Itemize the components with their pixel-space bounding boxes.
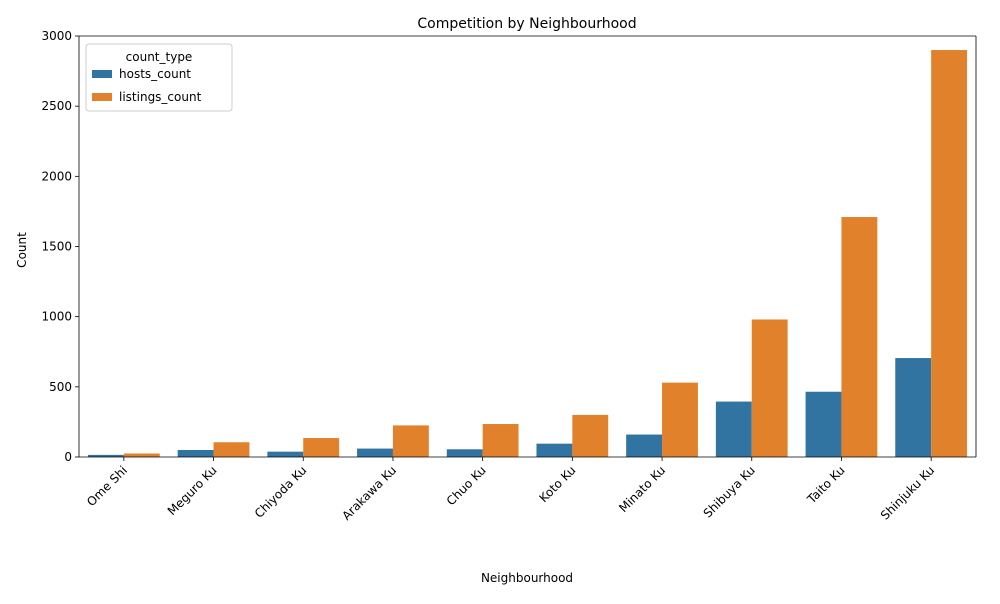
y-tick-label: 1500 — [41, 240, 72, 254]
legend-title: count_type — [126, 50, 193, 64]
x-tick-label-shibuya-ku: Shibuya Ku — [701, 463, 758, 520]
y-tick-label: 3000 — [41, 29, 72, 43]
bar-hosts-count-shibuya-ku — [715, 401, 752, 457]
bar-hosts-count-meguro-ku — [177, 449, 214, 457]
bar-hosts-count-arakawa-ku — [357, 448, 393, 457]
bar-listings-count-shibuya-ku — [751, 319, 788, 457]
y-tick-label: 0 — [64, 450, 72, 464]
y-tick-label: 1000 — [41, 310, 72, 324]
y-tick-label: 500 — [49, 380, 72, 394]
legend-label-listings-count: listings_count — [119, 90, 202, 104]
legend-swatch-hosts-count — [92, 70, 112, 78]
bar-hosts-count-chuo-ku — [446, 449, 483, 457]
x-tick-label-chiyoda-ku: Chiyoda Ku — [252, 463, 310, 521]
bar-listings-count-chuo-ku — [482, 424, 519, 457]
y-tick-label: 2500 — [41, 99, 72, 113]
x-tick-label-koto-ku: Koto Ku — [536, 463, 578, 505]
legend-frame — [85, 43, 233, 112]
bar-listings-count-meguro-ku — [213, 442, 250, 457]
bar-hosts-count-koto-ku — [536, 443, 573, 457]
x-tick-label-chuo-ku: Chuo Ku — [444, 463, 489, 508]
bar-listings-count-taito-ku — [841, 217, 878, 457]
bar-hosts-count-minato-ku — [626, 434, 663, 457]
legend-swatch-listings-count — [92, 93, 112, 101]
x-tick-label-taito-ku: Taito Ku — [804, 463, 848, 507]
bar-listings-count-koto-ku — [572, 414, 609, 457]
x-tick-label-ome-shi: Ome Shi — [84, 463, 130, 509]
bar-listings-count-chiyoda-ku — [303, 438, 340, 457]
bar-hosts-count-taito-ku — [805, 391, 842, 457]
bar-listings-count-shinjuku-ku — [931, 50, 968, 458]
y-axis-label: Count — [15, 232, 29, 268]
x-tick-label-arakawa-ku: Arakawa Ku — [339, 463, 399, 523]
bar-listings-count-ome-shi — [123, 453, 160, 457]
chart-title: Competition by Neighbourhood — [417, 16, 636, 32]
x-tick-label-shinjuku-ku: Shinjuku Ku — [878, 463, 937, 522]
x-axis-label: Neighbourhood — [481, 571, 573, 585]
bar-hosts-count-ome-shi — [87, 454, 124, 457]
x-tick-label-meguro-ku: Meguro Ku — [165, 463, 220, 518]
y-tick-label: 2000 — [41, 169, 72, 183]
bar-listings-count-minato-ku — [662, 382, 698, 457]
bar-listings-count-arakawa-ku — [392, 425, 429, 457]
bar-hosts-count-chiyoda-ku — [267, 451, 304, 457]
bar-hosts-count-shinjuku-ku — [895, 358, 932, 457]
legend-label-hosts-count: hosts_count — [119, 67, 191, 81]
legend: count_type hosts_count listings_count — [85, 43, 233, 112]
x-tick-label-minato-ku: Minato Ku — [616, 463, 668, 515]
